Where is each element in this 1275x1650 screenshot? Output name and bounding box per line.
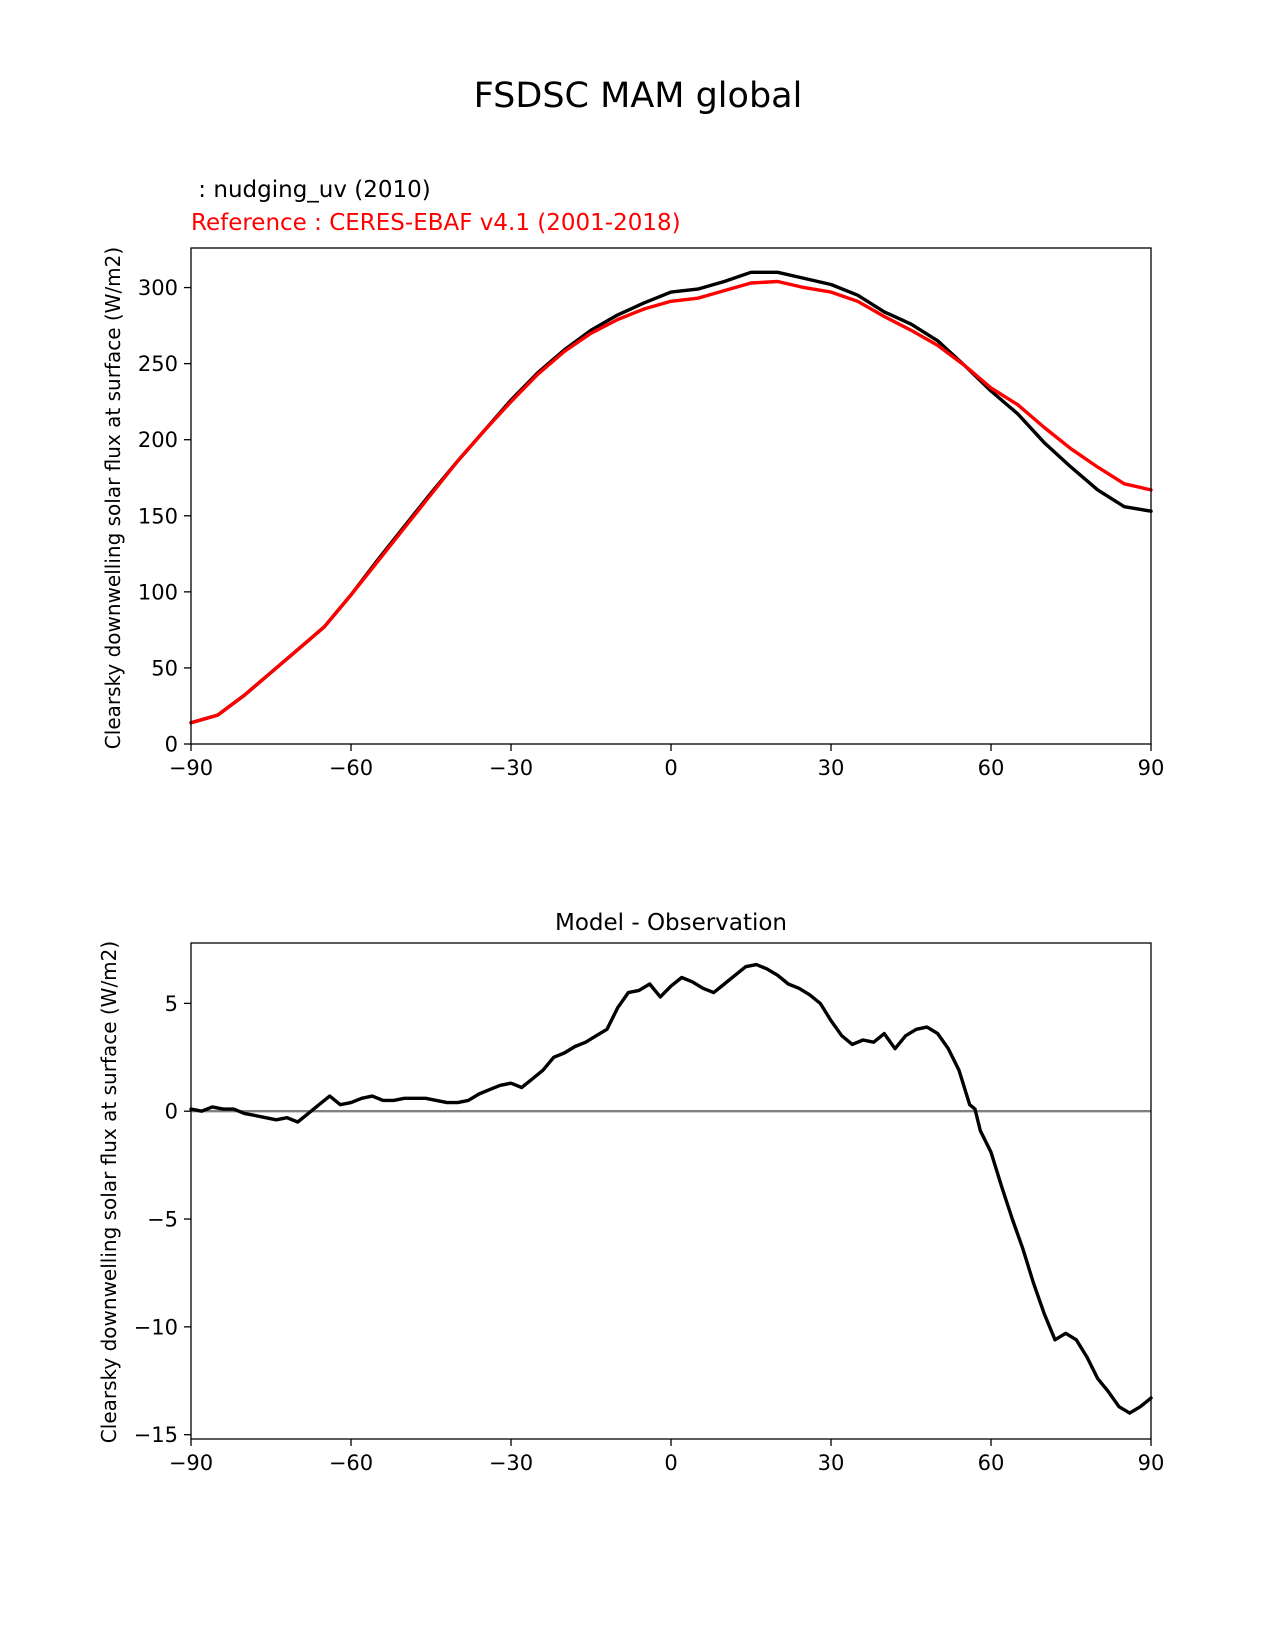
- bottom-series-diff-line: [189, 962, 1153, 1415]
- bottom-x-tick-label: 90: [1138, 1451, 1165, 1475]
- top-y-tick-label: 100: [138, 580, 178, 604]
- top-series-lines: [189, 270, 1153, 725]
- top-x-tick-label: 60: [978, 756, 1005, 780]
- top-x-tick-label: 30: [818, 756, 845, 780]
- bottom-y-tick-label: 5: [165, 992, 178, 1016]
- top-panel: : nudging_uv (2010) Reference : CERES-EB…: [101, 177, 1164, 780]
- top-y-axis-label: Clearsky downwelling solar flux at surfa…: [101, 247, 125, 749]
- top-y-tick-label: 200: [138, 428, 178, 452]
- bottom-y-tick-label: −10: [134, 1315, 178, 1339]
- bottom-axes-frame: [190, 942, 1152, 1440]
- top-y-tick-label: 300: [138, 276, 178, 300]
- top-y-tick-label: 250: [138, 352, 178, 376]
- top-x-tick-label: −30: [489, 756, 533, 780]
- top-axes-ticks: −90 −60 −30 0 30 60 90 0 50 100 150 200 250 300: [138, 276, 1164, 780]
- top-x-tick-label: −60: [329, 756, 373, 780]
- figure-title: FSDSC MAM global: [474, 76, 803, 116]
- bottom-x-tick-label: −60: [329, 1451, 373, 1475]
- top-y-tick-label: 0: [165, 733, 178, 757]
- bottom-y-tick-label: −5: [147, 1208, 178, 1232]
- top-series-reference-line: [189, 279, 1153, 725]
- top-x-tick-label: 90: [1138, 756, 1165, 780]
- top-x-tick-label: 0: [664, 756, 677, 780]
- bottom-panel-title: Model - Observation: [555, 910, 787, 936]
- top-series-test-line: [189, 270, 1153, 725]
- bottom-y-axis-label: Clearsky downwelling solar flux at surfa…: [97, 941, 121, 1443]
- legend-reference-label: Reference : CERES-EBAF v4.1 (2001-2018): [191, 210, 681, 236]
- bottom-series-lines: [189, 962, 1153, 1415]
- bottom-axes-ticks: −90 −60 −30 0 30 60 90 5 0 −5 −10 −15: [134, 992, 1165, 1475]
- top-y-tick-label: 150: [138, 504, 178, 528]
- bottom-x-tick-label: 30: [818, 1451, 845, 1475]
- bottom-x-tick-label: −30: [489, 1451, 533, 1475]
- bottom-y-tick-label: −15: [134, 1423, 178, 1447]
- bottom-x-tick-label: −90: [169, 1451, 213, 1475]
- bottom-x-tick-label: 60: [978, 1451, 1005, 1475]
- top-y-tick-label: 50: [151, 656, 178, 680]
- bottom-y-tick-label: 0: [165, 1100, 178, 1124]
- legend-test-label: : nudging_uv (2010): [191, 177, 431, 203]
- bottom-x-tick-label: 0: [664, 1451, 677, 1475]
- top-x-tick-label: −90: [169, 756, 213, 780]
- bottom-panel: Model - Observation Clearsky downwelling…: [97, 910, 1164, 1475]
- top-axes-frame: [190, 247, 1152, 745]
